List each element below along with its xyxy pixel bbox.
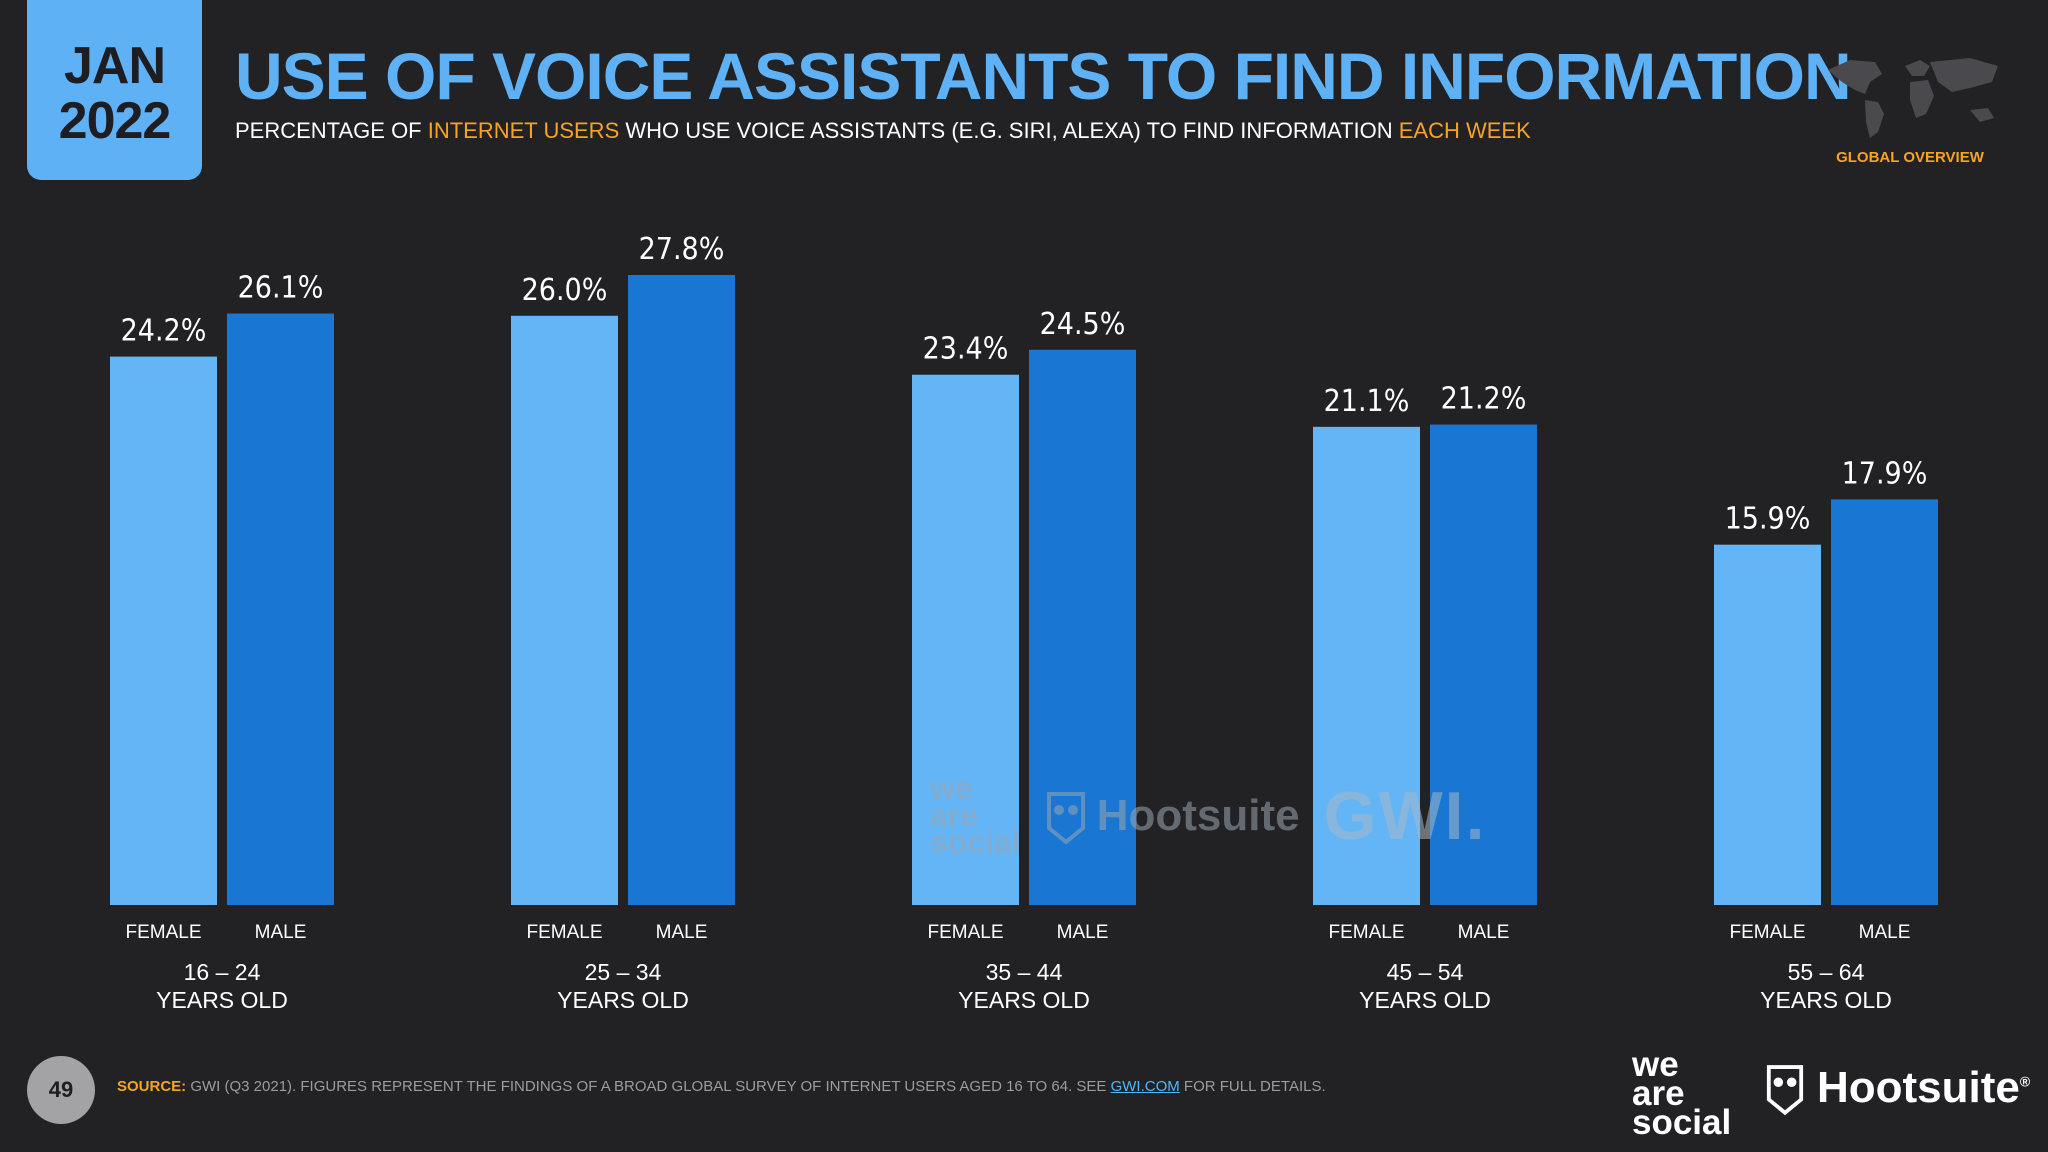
- bar-female: [1714, 544, 1821, 905]
- series-label: MALE: [1859, 922, 1911, 943]
- data-label: 17.9%: [1842, 456, 1928, 491]
- logo-word: we: [1632, 1045, 1679, 1084]
- subtitle-highlight: EACH WEEK: [1398, 118, 1531, 143]
- logo-word: are: [1632, 1074, 1685, 1113]
- registered-mark: ®: [2019, 1073, 2031, 1090]
- watermark: we are social Hootsuite GWI.: [930, 770, 1487, 860]
- source-tail: FOR FULL DETAILS.: [1179, 1078, 1326, 1095]
- series-label: MALE: [656, 922, 708, 943]
- category-label: 55 – 64: [1788, 959, 1865, 985]
- series-label: MALE: [255, 922, 307, 943]
- hootsuite-logo: Hootsuite®: [1765, 1060, 2030, 1116]
- page-number: 49: [27, 1056, 95, 1124]
- series-label: FEMALE: [1328, 922, 1404, 943]
- series-label: FEMALE: [526, 922, 602, 943]
- subtitle-part: WHO USE VOICE ASSISTANTS (E.G. SIRI, ALE…: [619, 118, 1399, 143]
- data-label: 23.4%: [923, 332, 1009, 367]
- series-label: FEMALE: [1729, 922, 1805, 943]
- subtitle-part: PERCENTAGE OF: [235, 118, 428, 143]
- watermark-word: social: [930, 824, 1021, 860]
- category-suffix-label: YEARS OLD: [1359, 987, 1491, 1013]
- category-suffix-label: YEARS OLD: [1760, 987, 1892, 1013]
- date-month: JAN: [63, 37, 166, 95]
- logo-word: social: [1632, 1103, 1732, 1142]
- watermark-hootsuite-text: Hootsuite: [1096, 790, 1300, 840]
- category-suffix-label: YEARS OLD: [156, 987, 288, 1013]
- watermark-we-are-social: we are social: [930, 770, 1021, 860]
- page-title: USE OF VOICE ASSISTANTS TO FIND INFORMAT…: [235, 39, 1852, 113]
- hootsuite-name: Hootsuite: [1817, 1063, 2020, 1112]
- data-label: 24.5%: [1040, 307, 1126, 342]
- category-suffix-label: YEARS OLD: [557, 987, 689, 1013]
- bar-female: [110, 356, 217, 905]
- bar-male: [628, 275, 735, 905]
- hootsuite-logo-text: Hootsuite®: [1817, 1063, 2030, 1113]
- bar-male: [227, 313, 334, 906]
- region-label: GLOBAL OVERVIEW: [1836, 149, 1984, 166]
- bar-female: [1313, 426, 1420, 905]
- bar-female: [912, 374, 1019, 905]
- bar-female: [511, 315, 618, 905]
- series-label: FEMALE: [125, 922, 201, 943]
- data-label: 21.1%: [1324, 384, 1410, 419]
- bar-male: [1831, 499, 1938, 905]
- date-year: 2022: [58, 92, 172, 150]
- category-label: 25 – 34: [585, 959, 662, 985]
- data-label: 27.8%: [639, 232, 725, 267]
- data-label: 15.9%: [1725, 502, 1811, 537]
- bar-male: [1430, 424, 1537, 905]
- we-are-social-logo: we are social: [1632, 1045, 1732, 1142]
- owl-icon: [1046, 791, 1085, 844]
- category-suffix-label: YEARS OLD: [958, 987, 1090, 1013]
- world-map-icon: [1828, 58, 1998, 138]
- category-label: 45 – 54: [1387, 959, 1464, 985]
- watermark-hootsuite: Hootsuite: [1045, 788, 1300, 844]
- source-label: SOURCE:: [117, 1078, 187, 1095]
- page-subtitle: PERCENTAGE OF INTERNET USERS WHO USE VOI…: [235, 118, 1531, 144]
- owl-icon: [1766, 1065, 1804, 1116]
- watermark-word: we: [930, 770, 973, 806]
- data-label: 24.2%: [121, 314, 207, 349]
- source-note: SOURCE: GWI (Q3 2021). FIGURES REPRESENT…: [117, 1078, 1326, 1095]
- series-label: MALE: [1458, 922, 1510, 943]
- watermark-word: are: [930, 797, 979, 833]
- data-label: 21.2%: [1441, 382, 1527, 417]
- category-label: 35 – 44: [986, 959, 1063, 985]
- subtitle-highlight: INTERNET USERS: [427, 118, 620, 143]
- date-badge: JAN 2022: [27, 0, 202, 180]
- category-label: 16 – 24: [184, 959, 261, 985]
- series-label: MALE: [1057, 922, 1109, 943]
- source-text: GWI (Q3 2021). FIGURES REPRESENT THE FIN…: [186, 1078, 1111, 1095]
- watermark-gwi: GWI.: [1323, 777, 1487, 854]
- data-label: 26.0%: [522, 273, 608, 308]
- series-label: FEMALE: [927, 922, 1003, 943]
- source-link[interactable]: GWI.COM: [1110, 1078, 1180, 1095]
- data-label: 26.1%: [238, 271, 324, 306]
